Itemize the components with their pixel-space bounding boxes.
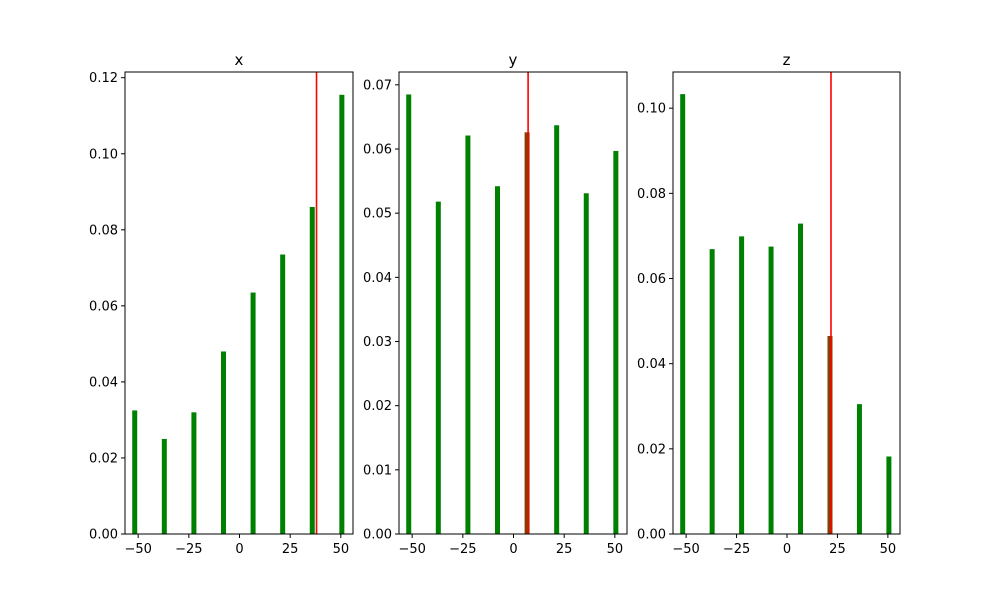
- bar-x-0: [132, 410, 138, 534]
- bar-x-3: [220, 351, 226, 534]
- bar-y-5: [554, 125, 560, 534]
- xtick-label-z-4: 50: [880, 542, 897, 557]
- axes-frame-x: [124, 71, 354, 535]
- bar-y-3: [494, 186, 500, 534]
- axes-frame-y: [398, 71, 628, 535]
- bar-x-4: [250, 292, 256, 534]
- bar-x-7: [339, 94, 345, 534]
- bar-z-0: [680, 94, 686, 534]
- ytick-label-y-1: 0.01: [363, 463, 392, 478]
- xtick-label-y-2: 0: [509, 542, 517, 557]
- ytick-label-y-4: 0.04: [363, 271, 392, 286]
- xtick-label-y-3: 25: [556, 542, 573, 557]
- bar-z-6: [856, 404, 862, 534]
- bar-y-4: [524, 132, 530, 535]
- xtick-label-x-0: −50: [124, 542, 151, 557]
- bar-z-1: [709, 249, 715, 534]
- ytick-label-y-2: 0.02: [363, 399, 392, 414]
- xtick-label-x-4: 50: [333, 542, 350, 557]
- ytick-label-y-6: 0.06: [363, 143, 392, 158]
- bar-y-7: [613, 150, 619, 535]
- bar-x-6: [309, 206, 315, 534]
- xtick-label-z-3: 25: [829, 542, 846, 557]
- bar-y-6: [583, 193, 589, 534]
- subplot-z: z −50 −25 0 25 50 0.00 0.02 0.04 0.06 0.08 0.10: [637, 51, 901, 557]
- ytick-label-y-0: 0.00: [363, 528, 392, 543]
- ytick-label-z-5: 0.10: [637, 102, 666, 117]
- xtick-label-z-1: −25: [723, 542, 750, 557]
- ytick-label-y-5: 0.05: [363, 207, 392, 222]
- bar-x-5: [280, 254, 286, 534]
- subplot-title-y: y: [509, 51, 518, 69]
- ytick-label-z-3: 0.06: [637, 272, 666, 287]
- axes-frame-z: [672, 71, 901, 535]
- xtick-label-z-0: −50: [672, 542, 699, 557]
- ytick-label-y-3: 0.03: [363, 335, 392, 350]
- xtick-label-y-0: −50: [398, 542, 425, 557]
- bar-z-4: [798, 223, 804, 534]
- ytick-label-x-3: 0.06: [89, 299, 118, 314]
- bar-y-0: [406, 94, 412, 534]
- xtick-label-y-1: −25: [449, 542, 476, 557]
- ytick-label-z-0: 0.00: [637, 528, 666, 543]
- xtick-label-x-3: 25: [282, 542, 299, 557]
- subplot-title-x: x: [235, 51, 244, 69]
- xtick-label-z-2: 0: [783, 542, 791, 557]
- ytick-label-z-4: 0.08: [637, 187, 666, 202]
- bar-z-5: [827, 336, 833, 534]
- ytick-label-x-1: 0.02: [89, 451, 118, 466]
- bar-z-3: [768, 246, 774, 535]
- ytick-label-x-6: 0.12: [89, 71, 118, 86]
- ytick-label-x-0: 0.00: [89, 528, 118, 543]
- bar-y-2: [465, 135, 471, 534]
- subplot-y: y −50 −25 0 25 50 0.00 0.01 0.02 0.03 0.04 0.05 0.06…: [363, 51, 628, 557]
- ytick-label-x-5: 0.10: [89, 147, 118, 162]
- xtick-label-x-1: −25: [175, 542, 202, 557]
- xtick-label-x-2: 0: [235, 542, 243, 557]
- bar-y-1: [435, 201, 441, 534]
- bar-z-7: [886, 456, 892, 534]
- subplot-title-z: z: [783, 51, 791, 69]
- bar-z-2: [739, 236, 745, 534]
- ytick-label-x-4: 0.08: [89, 223, 118, 238]
- ytick-label-z-2: 0.04: [637, 357, 666, 372]
- ytick-label-x-2: 0.04: [89, 375, 118, 390]
- bar-x-1: [161, 438, 167, 534]
- bar-x-2: [191, 412, 197, 534]
- xtick-label-y-4: 50: [607, 542, 624, 557]
- subplot-x: x −50 −25 0 25 50 0.00 0.02 0.04 0.06 0.08 0.10 0.12: [89, 51, 354, 557]
- ytick-label-z-1: 0.02: [637, 442, 666, 457]
- ytick-label-y-7: 0.07: [363, 78, 392, 93]
